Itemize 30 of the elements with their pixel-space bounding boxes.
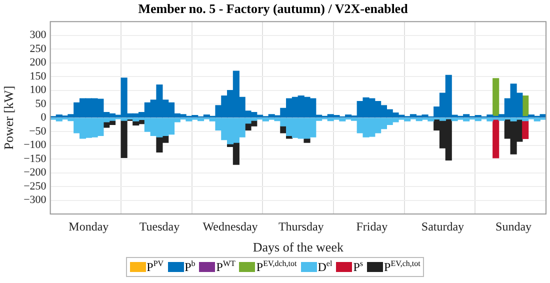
legend-label: P$^{EV,ch,tot}$	[384, 259, 420, 275]
y-tick-label: −250	[24, 180, 47, 192]
x-tick-label: Wednesday	[202, 219, 258, 234]
y-axis-title: Power [kW]	[1, 86, 16, 150]
legend-label: P$^{s}$	[353, 259, 363, 275]
legend-label: P$^{WT}$	[216, 259, 236, 275]
legend-label: P$^{b}$	[184, 259, 196, 275]
y-tick-label: 100	[30, 84, 47, 96]
y-tick-label: 250	[30, 42, 47, 55]
y-tick-label: 150	[30, 70, 47, 82]
x-tick-label: Saturday	[421, 219, 464, 234]
chart-title: Member no. 5 - Factory (autumn) / V2X-enabled	[138, 1, 409, 16]
y-tick-label: −150	[24, 152, 47, 165]
x-tick-label: Friday	[356, 219, 388, 234]
x-tick-label: Monday	[68, 219, 109, 234]
x-tick-label: Tuesday	[139, 219, 180, 234]
y-tick-label: 0	[40, 112, 47, 124]
y-tick-label: 300	[30, 29, 47, 42]
y-tick-label: 200	[30, 56, 47, 69]
x-tick-label: Thursday	[278, 219, 324, 234]
y-tick-label: 50	[35, 98, 47, 110]
y-tick-label: −300	[24, 194, 47, 206]
x-axis-title: Days of the week	[252, 240, 344, 255]
x-tick-label: Sunday	[496, 219, 532, 234]
y-tick-label: −100	[24, 139, 47, 152]
y-tick-label: −200	[24, 166, 47, 179]
legend-label: D$^{el}$	[318, 259, 332, 275]
legend-label: P$^{EV,dch,tot}$	[256, 259, 297, 275]
legend-label: P$^{PV}$	[146, 259, 164, 275]
y-tick-label: −50	[29, 125, 47, 138]
